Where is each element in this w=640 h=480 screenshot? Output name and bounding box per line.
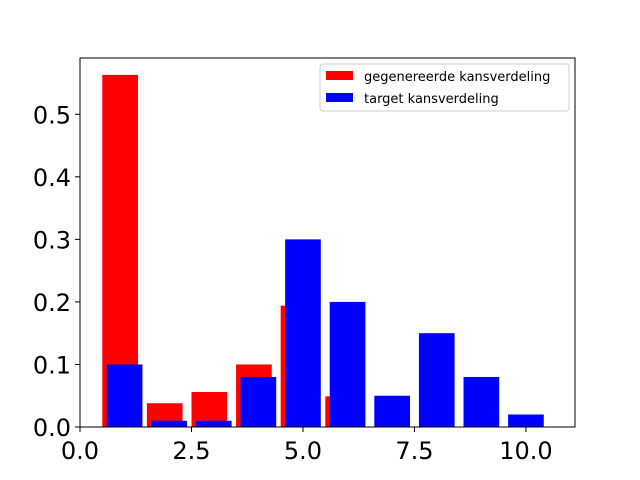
x-tick-label: 5.0	[284, 437, 322, 465]
y-tick-label: 0.4	[33, 164, 71, 192]
bar-series2-3	[195, 420, 232, 427]
x-axis-ticks: 0.0 2.5 5.0 7.5 10.0	[61, 427, 553, 465]
bar-series2-4	[240, 376, 277, 427]
bar-series2-6	[329, 301, 366, 427]
y-tick-label: 0.3	[33, 226, 71, 254]
y-axis-ticks: 0.0 0.1 0.2 0.3 0.4 0.5	[33, 101, 80, 442]
legend: gegenereerde kansverdeling target kansver…	[319, 63, 570, 112]
bar-series2-10	[508, 414, 544, 427]
bar-series2-8	[418, 333, 455, 427]
legend-label-series1: gegenereerde kansverdeling	[364, 70, 550, 85]
bar-series2-9	[463, 376, 500, 427]
legend-box	[319, 63, 570, 112]
y-tick-label: 0.0	[33, 414, 71, 442]
bars-group	[102, 74, 544, 427]
legend-swatch-series2	[326, 93, 353, 102]
axes-frame	[79, 57, 576, 428]
bar-series2-1	[106, 364, 143, 427]
y-tick-label: 0.5	[33, 101, 71, 129]
bar-series2-5	[285, 239, 321, 427]
x-tick-label: 0.0	[61, 437, 99, 465]
x-tick-label: 7.5	[395, 437, 433, 465]
x-tick-label: 10.0	[499, 437, 552, 465]
y-tick-label: 0.2	[33, 289, 71, 317]
bar-series2-2	[151, 420, 188, 427]
x-tick-label: 2.5	[172, 437, 210, 465]
y-tick-label: 0.1	[33, 351, 71, 379]
legend-swatch-series1	[326, 71, 353, 80]
legend-label-series2: target kansverdeling	[364, 92, 499, 107]
bar-series2-7	[374, 395, 410, 427]
